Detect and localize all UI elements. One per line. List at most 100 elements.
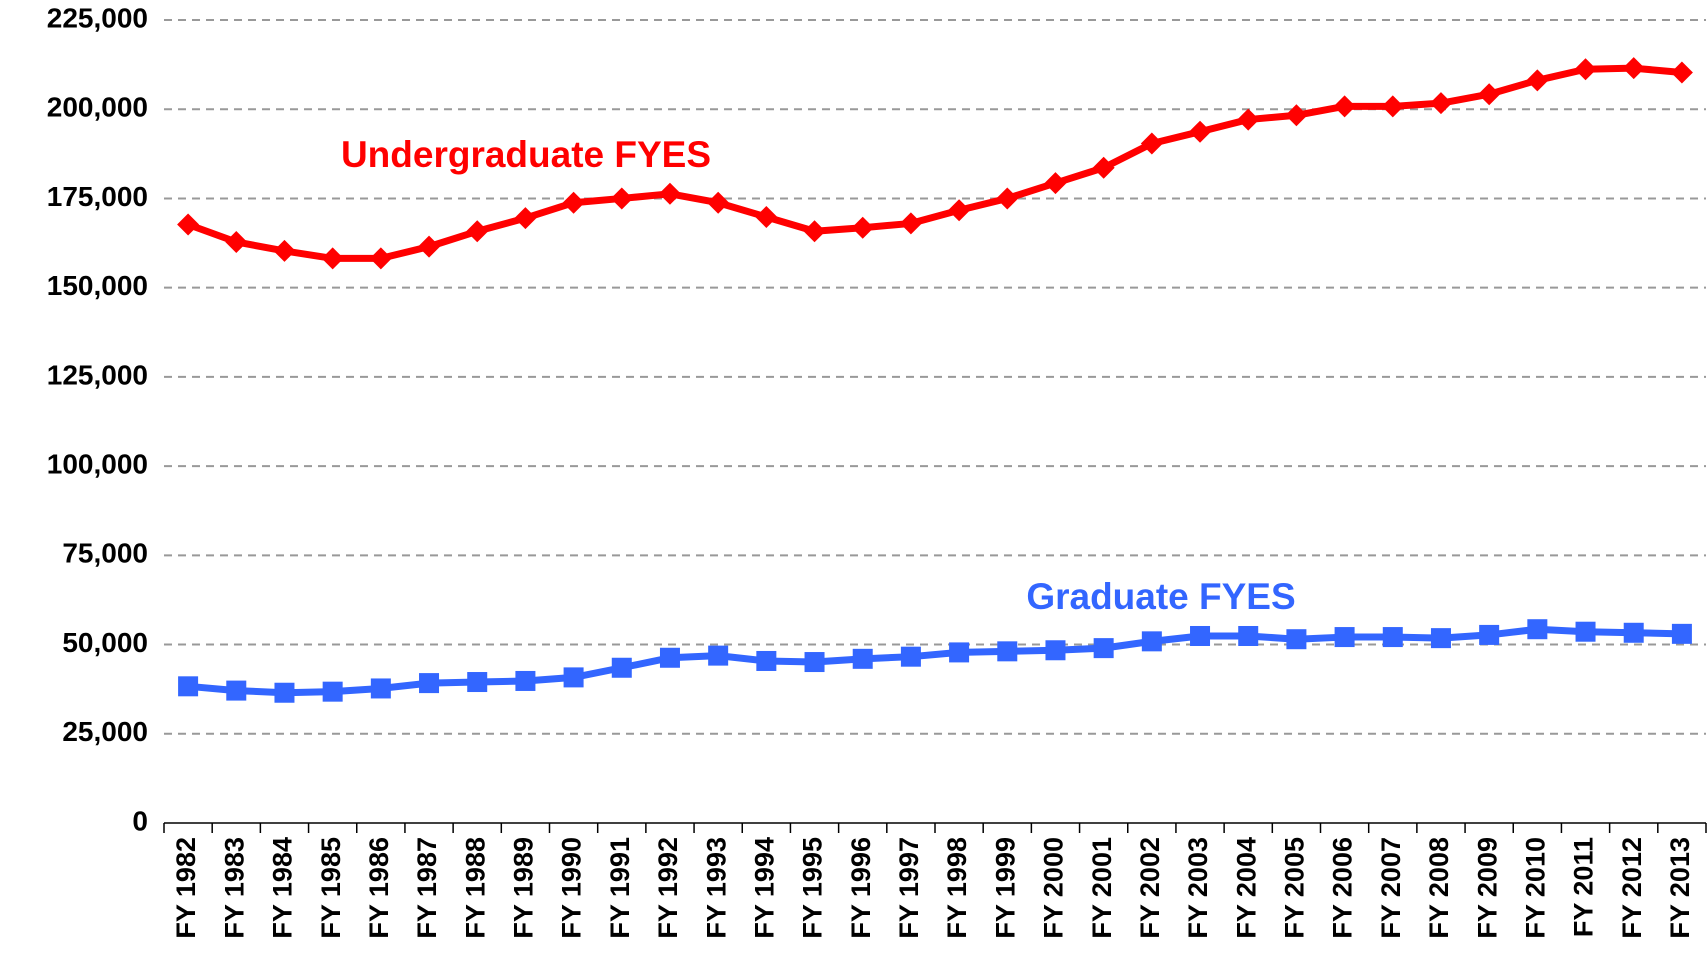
marker [1044, 172, 1067, 195]
marker [273, 239, 296, 262]
series-label: Graduate FYES [1026, 576, 1295, 617]
marker [1093, 638, 1114, 659]
marker [804, 652, 825, 673]
x-tick-label: FY 1988 [460, 837, 490, 939]
y-tick-label: 225,000 [47, 2, 148, 33]
marker [1190, 625, 1211, 646]
y-tick-label: 0 [132, 805, 148, 836]
y-tick-label: 175,000 [47, 181, 148, 212]
marker [708, 645, 729, 666]
marker [1045, 640, 1066, 661]
marker [1430, 628, 1451, 649]
x-tick-label: FY 1992 [653, 837, 683, 939]
marker [803, 220, 826, 243]
marker [756, 650, 777, 671]
x-tick-label: FY 1996 [846, 837, 876, 939]
marker [562, 191, 585, 214]
x-tick-label: FY 1984 [268, 837, 298, 939]
x-tick-label: FY 2004 [1231, 837, 1261, 939]
x-tick-label: FY 2013 [1665, 837, 1695, 939]
marker [1189, 120, 1212, 143]
marker [418, 235, 441, 258]
x-tick-label: FY 1990 [557, 837, 587, 939]
marker [948, 199, 971, 222]
y-tick-label: 50,000 [62, 627, 148, 658]
marker [1092, 156, 1115, 179]
marker [755, 206, 778, 229]
marker [274, 682, 295, 703]
x-tick-label: FY 2002 [1135, 837, 1165, 939]
marker [1285, 104, 1308, 127]
x-tick-label: FY 2006 [1328, 837, 1358, 939]
marker [1478, 83, 1501, 106]
y-tick-label: 200,000 [47, 92, 148, 123]
x-tick-label: FY 2005 [1280, 837, 1310, 939]
x-tick-label: FY 2008 [1424, 837, 1454, 939]
x-tick-label: FY 2012 [1617, 837, 1647, 939]
marker [1574, 58, 1597, 81]
marker [370, 678, 391, 699]
marker [1238, 625, 1259, 646]
x-tick-label: FY 1994 [749, 837, 779, 939]
y-tick-label: 75,000 [62, 538, 148, 569]
x-tick-label: FY 2000 [1039, 837, 1069, 939]
marker [515, 670, 536, 691]
x-tick-label: FY 2011 [1569, 837, 1599, 937]
marker [563, 667, 584, 688]
x-tick-label: FY 1997 [894, 837, 924, 939]
marker [1382, 627, 1403, 648]
marker [1671, 623, 1692, 644]
marker [466, 220, 489, 243]
x-tick-label: FY 1999 [990, 837, 1020, 939]
x-tick-label: FY 1993 [701, 837, 731, 939]
marker [852, 648, 873, 669]
marker [1622, 57, 1645, 80]
x-tick-label: FY 1998 [942, 837, 972, 939]
marker [1141, 631, 1162, 652]
x-tick-label: FY 1982 [171, 837, 201, 939]
marker [226, 680, 247, 701]
x-tick-label: FY 1987 [412, 837, 442, 939]
y-tick-label: 150,000 [47, 270, 148, 301]
marker [899, 212, 922, 235]
marker [1527, 619, 1548, 640]
x-tick-label: FY 1986 [364, 837, 394, 939]
marker [1237, 108, 1260, 131]
marker [1429, 92, 1452, 115]
y-tick-label: 25,000 [62, 716, 148, 747]
x-tick-label: FY 1991 [605, 837, 635, 939]
marker [900, 646, 921, 667]
marker [177, 213, 200, 236]
y-tick-label: 100,000 [47, 449, 148, 480]
marker [707, 191, 730, 214]
marker [467, 672, 488, 693]
marker [658, 182, 681, 205]
marker [659, 647, 680, 668]
x-tick-label: FY 2009 [1472, 837, 1502, 939]
marker [996, 187, 1019, 210]
marker [1479, 624, 1500, 645]
x-tick-label: FY 1983 [219, 837, 249, 939]
x-tick-label: FY 1985 [316, 837, 346, 939]
x-tick-label: FY 2007 [1376, 837, 1406, 939]
x-tick-label: FY 1989 [509, 837, 539, 939]
x-tick-label: FY 2001 [1087, 837, 1117, 939]
marker [1334, 627, 1355, 648]
series-line [187, 625, 1682, 697]
y-tick-label: 125,000 [47, 359, 148, 390]
marker [1670, 61, 1693, 84]
marker [1333, 95, 1356, 118]
marker [225, 230, 248, 253]
marker [419, 673, 440, 694]
marker [514, 207, 537, 230]
series-label: Undergraduate FYES [341, 134, 711, 175]
marker [949, 642, 970, 663]
x-tick-label: FY 2003 [1183, 837, 1213, 939]
marker [1526, 69, 1549, 92]
marker [1286, 629, 1307, 650]
marker [997, 641, 1018, 662]
marker [1623, 622, 1644, 643]
marker [1575, 621, 1596, 642]
